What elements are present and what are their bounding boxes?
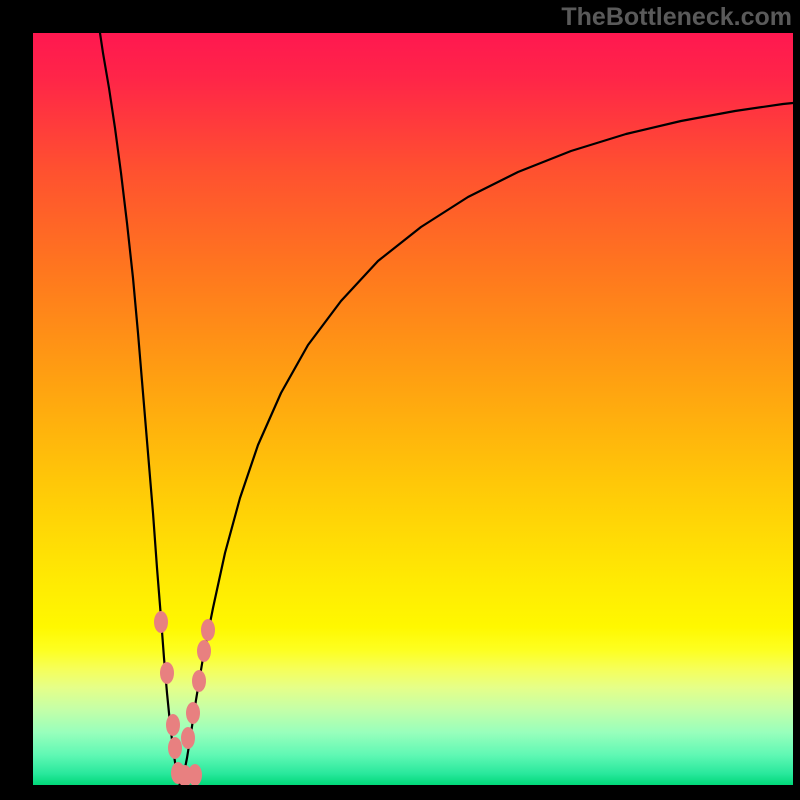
curve-layer (33, 33, 793, 785)
highlight-dot (186, 702, 200, 724)
curve-right-branch (180, 103, 793, 785)
highlight-dot (201, 619, 215, 641)
chart-container: TheBottleneck.com (0, 0, 800, 800)
highlight-dot (181, 727, 195, 749)
highlight-dot (188, 764, 202, 785)
plot-area (33, 33, 793, 785)
highlight-dot (166, 714, 180, 736)
watermark-text: TheBottleneck.com (561, 3, 792, 32)
highlight-dot (192, 670, 206, 692)
highlight-dot (168, 737, 182, 759)
highlight-dot (154, 611, 168, 633)
highlight-dot (160, 662, 174, 684)
highlight-dot (197, 640, 211, 662)
